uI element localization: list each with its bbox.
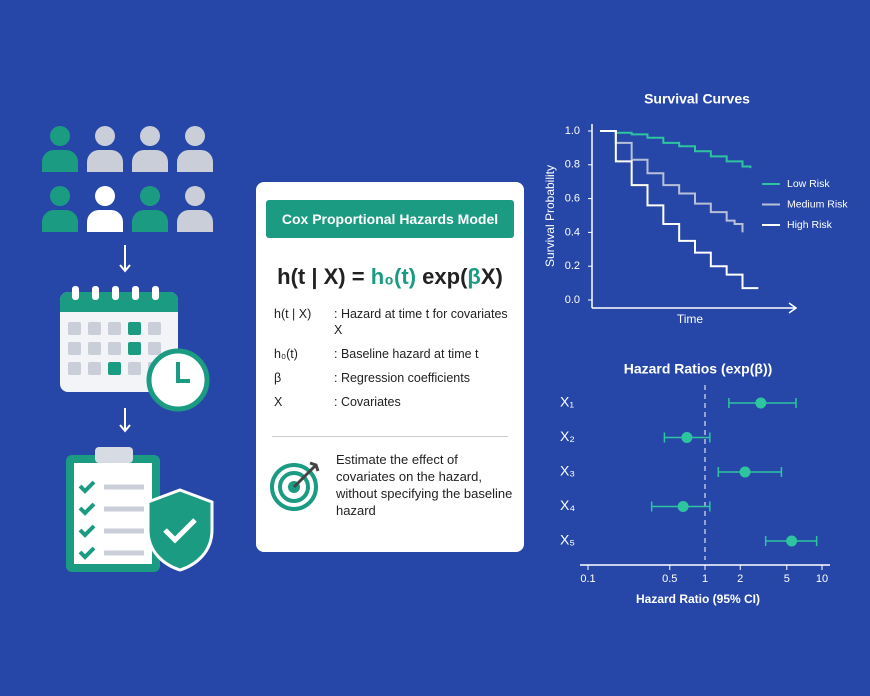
x-tick-label: 2 <box>737 573 743 585</box>
calendar-day <box>148 342 161 355</box>
term-row: X : Covariates <box>274 394 514 410</box>
y-tick-label: 1.0 <box>565 125 580 137</box>
people-icons <box>42 126 213 232</box>
term-desc: : Baseline hazard at time t <box>334 347 479 361</box>
person-head <box>50 126 70 146</box>
term-desc: : Hazard at time t for covariates X <box>334 307 508 337</box>
term-row: β : Regression coefficients <box>274 370 514 386</box>
note-text: Estimate the effect of covariates on the… <box>336 452 513 518</box>
axis-arrow <box>788 302 798 314</box>
term-list: h(t | X) : Hazard at time t for covariate… <box>266 306 514 410</box>
calendar-day <box>108 362 121 375</box>
legend-label: Medium Risk <box>787 198 848 210</box>
formula: h(t | X) = h₀(t) exp(βX) <box>266 264 514 290</box>
x-tick-label: 5 <box>784 573 790 585</box>
y-tick-label: 0.8 <box>565 159 580 171</box>
calendar-day <box>128 322 141 335</box>
formula-part: h(t | X) = <box>277 264 371 289</box>
category-label: X₁ <box>560 394 574 410</box>
calendar-icon <box>60 286 210 412</box>
person-head <box>95 186 115 206</box>
model-card: Cox Proportional Hazards Model h(t | X) … <box>256 182 524 552</box>
y-axis-label: Survival Probability <box>543 165 557 267</box>
person-body <box>87 210 123 232</box>
calendar-day <box>68 322 81 335</box>
survival-curve <box>600 130 759 290</box>
x-tick-label: 1 <box>702 573 708 585</box>
target-icon <box>270 461 320 511</box>
calendar-day <box>88 322 101 335</box>
survival-curve <box>600 130 752 169</box>
term: h₀(t) <box>274 347 298 361</box>
y-tick-label: 0.0 <box>565 294 580 306</box>
estimate-point <box>681 432 693 443</box>
person-body <box>42 210 78 232</box>
chart-title: Survival Curves <box>644 91 750 107</box>
term-desc: : Covariates <box>334 395 401 409</box>
category-label: X₂ <box>560 428 575 444</box>
y-tick-label: 0.4 <box>565 226 580 238</box>
term: X <box>274 395 283 409</box>
term-row: h₀(t) : Baseline hazard at time t <box>274 346 514 362</box>
x-tick-label: 0.1 <box>580 573 595 585</box>
calendar-day <box>108 342 121 355</box>
person-body <box>177 150 213 172</box>
person-head <box>185 186 205 206</box>
calendar-day <box>88 342 101 355</box>
legend-label: Low Risk <box>787 178 830 190</box>
calendar-day <box>108 322 121 335</box>
category-label: X₄ <box>560 497 575 513</box>
person-body <box>132 210 168 232</box>
survival-curve <box>600 130 744 233</box>
calendar-day <box>68 362 81 375</box>
estimate-point <box>739 466 751 478</box>
calendar-day <box>68 342 81 355</box>
formula-part: exp( <box>416 264 468 289</box>
term-row: h(t | X) : Hazard at time t for covariate… <box>274 306 514 338</box>
estimate-point <box>677 501 689 512</box>
clipboard-icon <box>66 447 214 572</box>
person-head <box>140 126 160 146</box>
calendar-day <box>128 342 141 355</box>
y-tick-label: 0.2 <box>565 260 580 272</box>
x-tick-label: 10 <box>816 573 828 585</box>
estimate-point <box>786 535 798 547</box>
category-label: X₅ <box>560 532 575 548</box>
person-head <box>95 126 115 146</box>
y-tick-label: 0.6 <box>565 193 580 205</box>
calendar-day <box>148 322 161 335</box>
person-body <box>87 150 123 172</box>
legend-label: High Risk <box>787 219 833 231</box>
arrow <box>119 245 131 273</box>
person-head <box>140 186 160 206</box>
category-label: X₃ <box>560 463 575 479</box>
calendar-day <box>128 362 141 375</box>
calendar-day <box>88 362 101 375</box>
person-body <box>177 210 213 232</box>
person-body <box>42 150 78 172</box>
term-desc: : Regression coefficients <box>334 371 470 385</box>
formula-part: β <box>467 264 481 289</box>
card-title: Cox Proportional Hazards Model <box>266 200 514 238</box>
estimate-point <box>755 397 767 409</box>
chart-title: Hazard Ratios (exp(β)) <box>624 361 773 377</box>
formula-part: X) <box>480 264 503 289</box>
formula-part: h₀(t) <box>370 264 417 289</box>
term: β <box>274 371 282 385</box>
x-axis-label: Hazard Ratio (95% CI) <box>636 592 760 606</box>
divider <box>272 436 508 437</box>
term: h(t | X) <box>274 307 312 321</box>
x-axis-label: Time <box>677 312 704 326</box>
person-head <box>185 126 205 146</box>
person-body <box>132 150 168 172</box>
person-head <box>50 186 70 206</box>
x-tick-label: 0.5 <box>662 573 677 585</box>
arrow <box>119 408 131 433</box>
card-note: Estimate the effect of covariates on the… <box>266 451 514 519</box>
